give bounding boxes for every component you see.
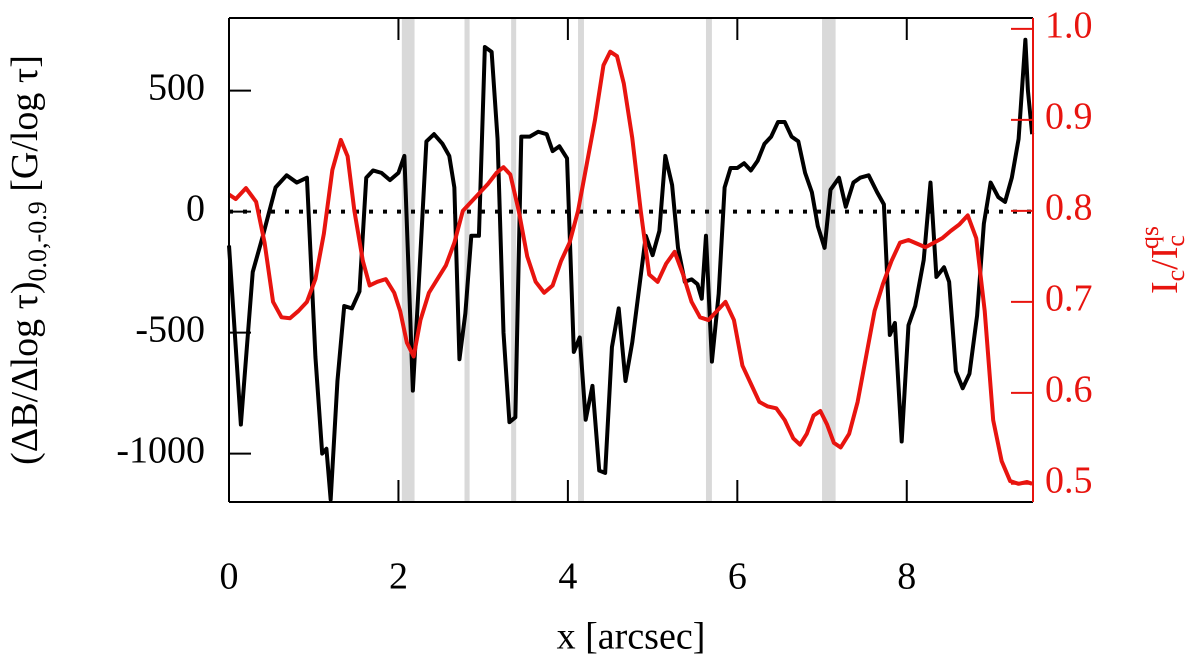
y2-tick-label: 0.6 [1045, 369, 1093, 411]
x-tick-label: 2 [389, 556, 408, 598]
y-label-main: (ΔB/Δlog τ) [4, 281, 46, 464]
y2-tick-label: 0.8 [1045, 187, 1093, 229]
shaded-region [822, 18, 836, 502]
y2-tick-label: 0.9 [1045, 96, 1093, 138]
y2-axis-label: Ic/Icqs [1135, 226, 1190, 294]
data-line [227, 49, 1033, 486]
y2-tick-label: 0.5 [1045, 460, 1093, 502]
y-label-unit: [G/log τ] [4, 55, 46, 201]
y-tick-label: -1000 [116, 429, 205, 471]
y2-label-sub: c [1161, 270, 1190, 282]
shaded-region [578, 18, 584, 502]
x-tick-label: 6 [728, 556, 747, 598]
data-line [227, 37, 1035, 502]
x-tick-label: 0 [220, 556, 239, 598]
shaded-region [464, 18, 470, 502]
y-label-sub: 0.0,-0.9 [23, 201, 52, 281]
y-tick-label: 500 [148, 66, 205, 108]
y2-label-base: I [1144, 281, 1186, 294]
y-tick-label: -500 [135, 308, 205, 350]
y2-label-sup: qs [1135, 226, 1164, 249]
shaded-region [511, 18, 517, 502]
y2-label-mid: /I [1144, 247, 1186, 270]
x-axis-label: x [arcsec] [557, 616, 706, 658]
x-tick-label: 4 [558, 556, 577, 598]
y-tick-label: 0 [186, 187, 205, 229]
x-tick-label: 8 [897, 556, 916, 598]
y2-tick-label: 0.7 [1045, 278, 1093, 320]
y2-label-sub2: c [1161, 235, 1190, 247]
y-axis-label: (ΔB/Δlog τ)0.0,-0.9 [G/log τ] [4, 55, 52, 465]
y2-tick-label: 1.0 [1045, 5, 1093, 47]
